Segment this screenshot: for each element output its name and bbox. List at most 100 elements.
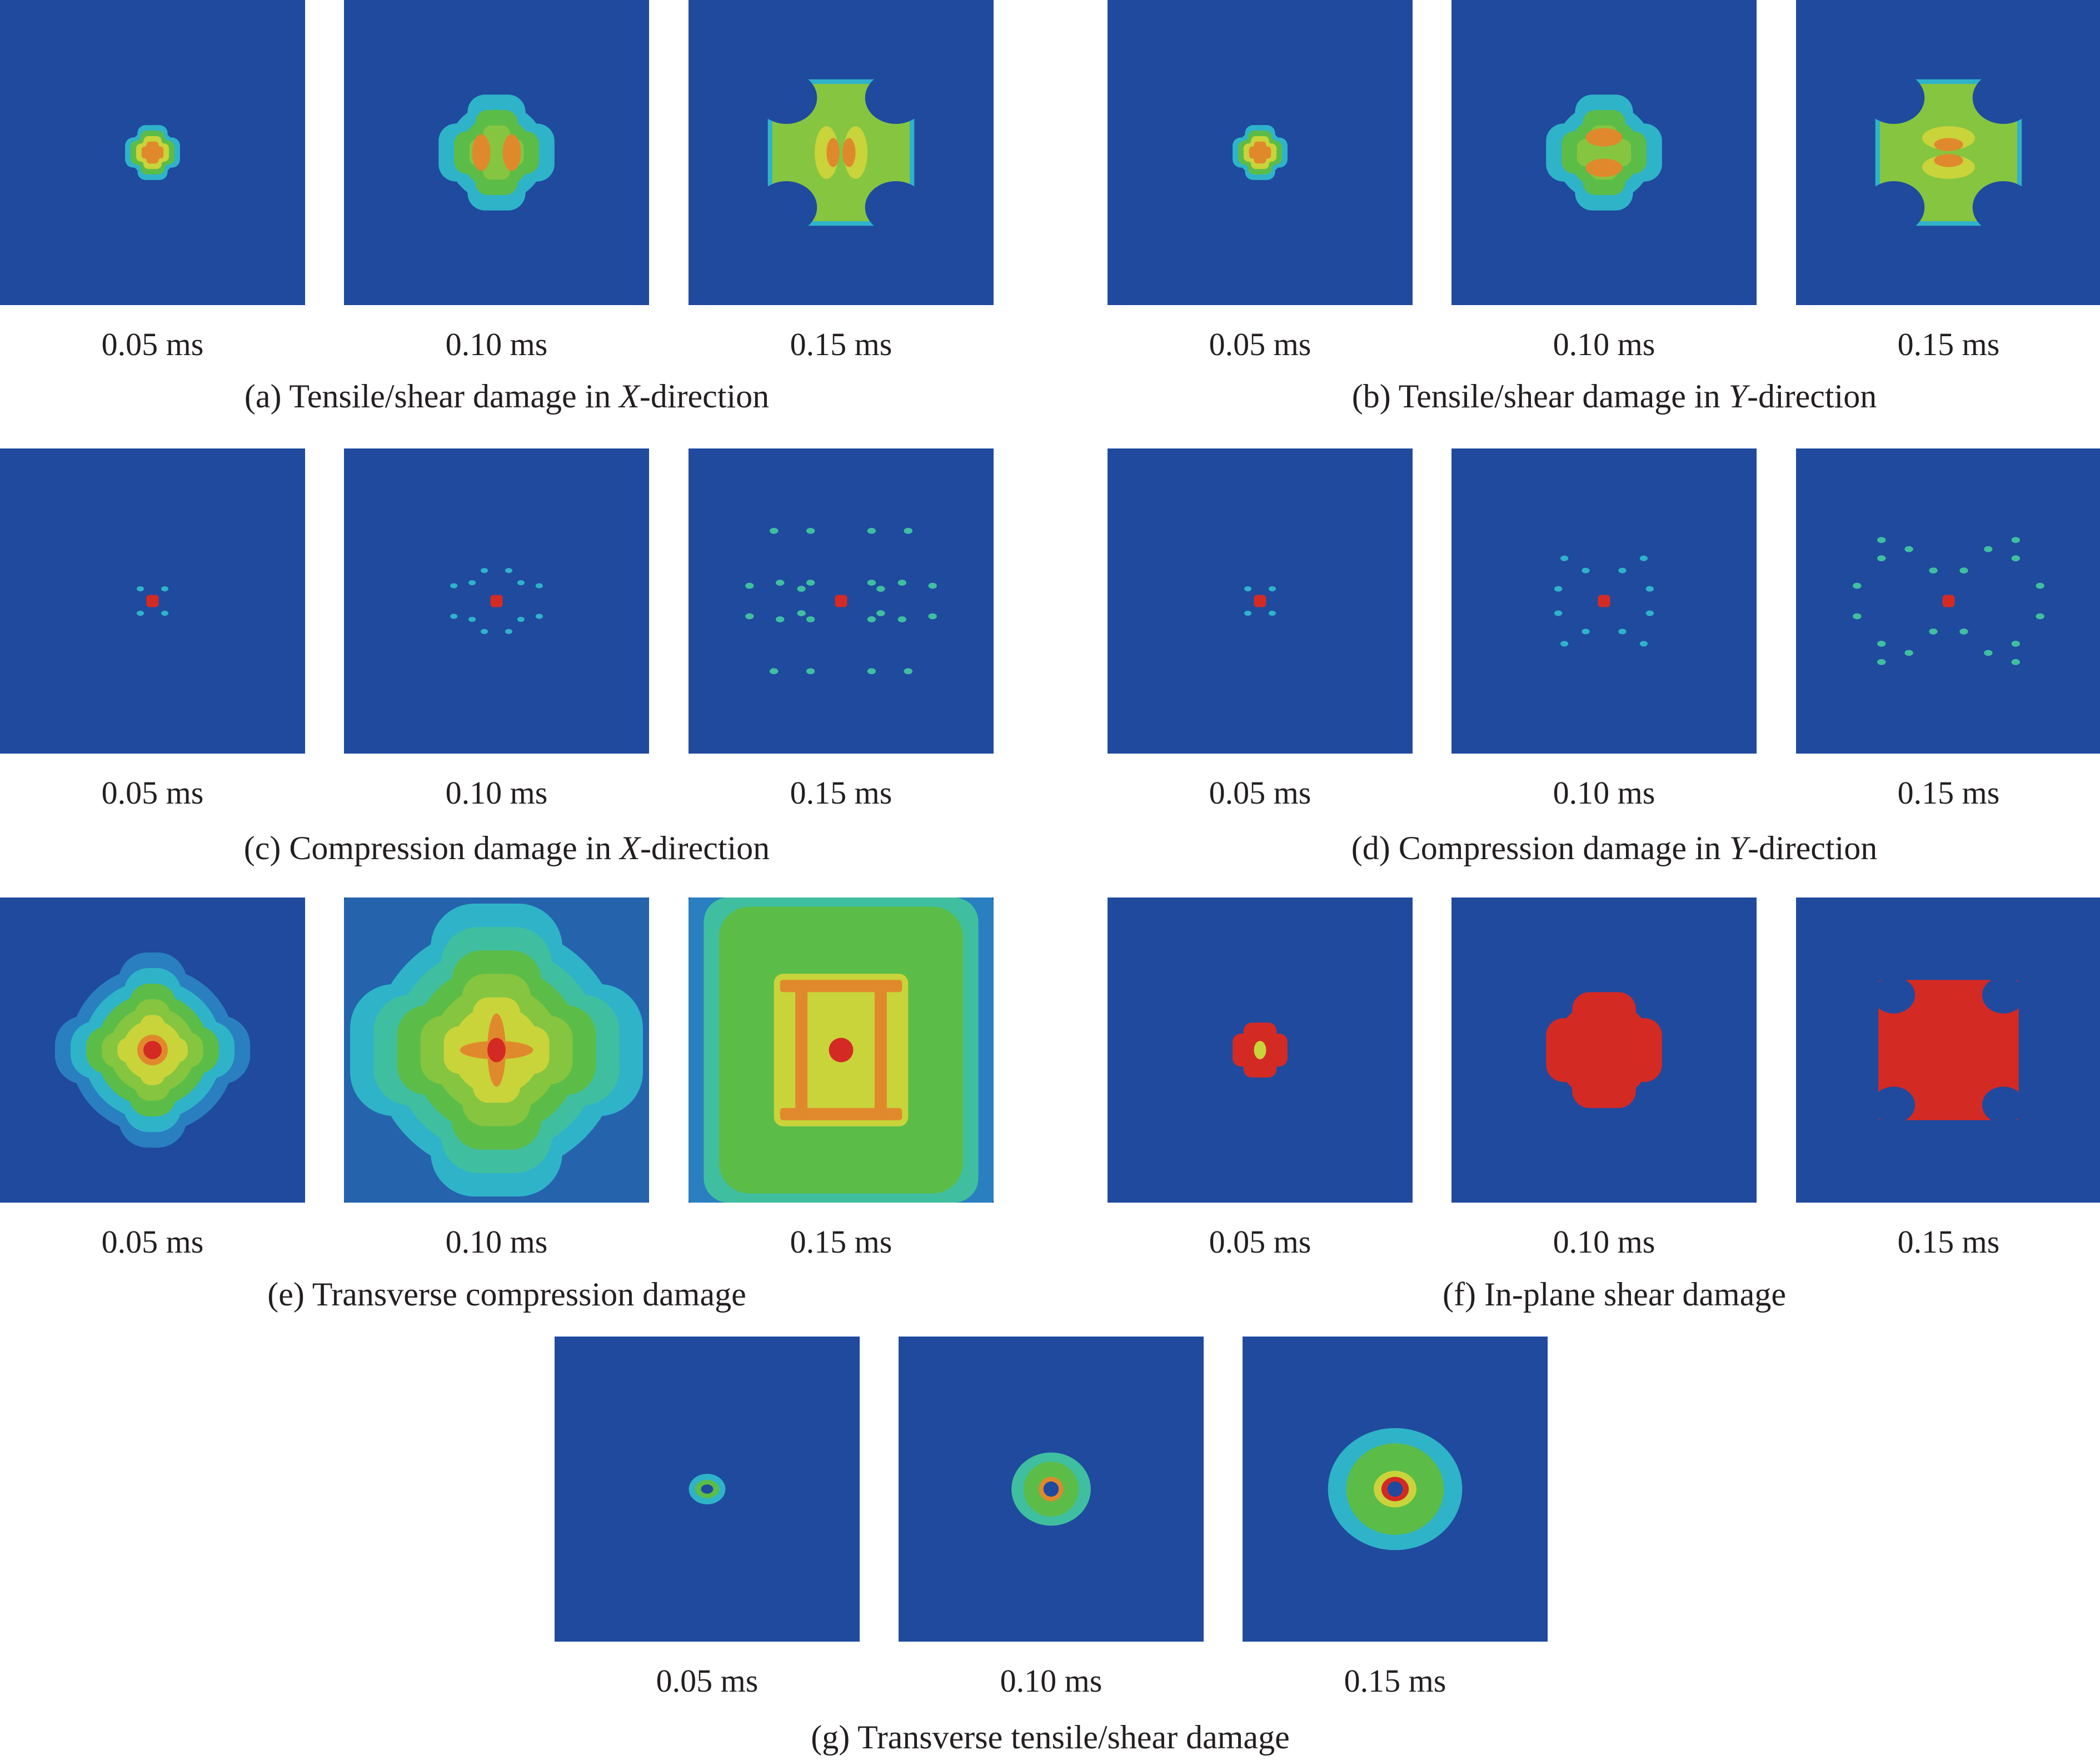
caption-post: -direction <box>1748 830 1878 866</box>
damage-spot <box>797 610 806 616</box>
caption-pre: (d) Compression damage in <box>1351 830 1729 866</box>
damage-spot <box>480 629 488 635</box>
damage-spot <box>136 586 144 592</box>
damage-spot <box>468 580 476 586</box>
damage-spot <box>517 616 525 622</box>
damage-spot <box>806 668 815 675</box>
damage-spot <box>745 582 754 589</box>
damage-spot <box>2011 537 2020 544</box>
time-label: 0.05 ms <box>1209 1224 1311 1260</box>
undamaged-corner <box>1863 181 1925 234</box>
damage-region <box>1585 158 1623 177</box>
contour-plot-f-1 <box>1108 898 1413 1203</box>
damage-spot <box>1268 586 1276 592</box>
contour-plot-c-3 <box>689 448 994 754</box>
time-label: 0.15 ms <box>790 775 892 811</box>
damage-contour <box>745 527 937 675</box>
undamaged-corner <box>1872 1086 1916 1124</box>
damage-region <box>1043 1481 1059 1497</box>
damage-spot <box>1560 555 1569 561</box>
contour-plot-a-1 <box>0 0 305 305</box>
damage-region <box>1554 1000 1654 1100</box>
contour-plot-d-3 <box>1796 448 2100 754</box>
damage-region <box>1934 138 1963 151</box>
damage-region <box>780 980 902 993</box>
damage-spot <box>806 527 815 534</box>
damage-spot <box>1645 586 1654 592</box>
time-label: 0.10 ms <box>1553 1224 1655 1260</box>
damage-region <box>143 1041 162 1059</box>
damage-contour <box>1863 71 2034 234</box>
time-label: 0.05 ms <box>656 1663 759 1699</box>
caption-post: -direction <box>639 378 770 415</box>
caption-pre: (c) Compression damage in <box>243 830 620 866</box>
damage-contour <box>1328 1428 1463 1550</box>
time-label: 0.05 ms <box>1209 775 1311 811</box>
caption-c: (c) Compression damage in X-direction <box>0 828 1063 868</box>
damage-contour <box>1011 1452 1091 1526</box>
time-label: 0.05 ms <box>101 775 204 811</box>
damage-region <box>1878 980 2019 1120</box>
damage-spot <box>745 613 754 620</box>
damage-spot <box>2011 659 2020 665</box>
damage-region <box>1254 595 1266 607</box>
damage-spot <box>770 527 779 534</box>
time-label: 0.10 ms <box>445 326 548 362</box>
time-label: 0.10 ms <box>445 775 548 811</box>
damage-spot <box>928 582 937 589</box>
damage-spot <box>517 580 525 586</box>
damage-spot <box>1244 586 1252 592</box>
contour-plot-e-3 <box>689 898 994 1203</box>
contour-plot-c-1 <box>0 448 305 754</box>
damage-contour <box>1546 992 1662 1108</box>
undamaged-corner <box>1872 976 1916 1014</box>
damage-spot <box>867 580 876 586</box>
damage-spot <box>867 668 876 675</box>
damage-region <box>780 1108 902 1120</box>
damage-spot <box>1582 567 1590 574</box>
damage-contour <box>1546 94 1662 211</box>
damage-contour <box>136 586 169 616</box>
damage-spot <box>1639 641 1648 647</box>
damage-spot <box>1959 629 1968 635</box>
damage-region <box>1942 595 1955 607</box>
damage-spot <box>904 527 912 534</box>
damage-spot <box>1560 641 1569 647</box>
damage-contour <box>755 71 927 234</box>
damage-contour <box>1853 537 2044 665</box>
damage-spot <box>770 668 779 675</box>
time-label: 0.15 ms <box>790 1224 892 1260</box>
undamaged-corner <box>865 71 927 124</box>
time-label: 0.10 ms <box>445 1224 548 1260</box>
caption-em: X <box>620 830 640 866</box>
damage-spot <box>2011 640 2020 647</box>
damage-spot <box>1984 650 1993 656</box>
damage-contour <box>438 94 555 211</box>
damage-contour <box>1554 555 1654 647</box>
damage-contour <box>1233 125 1288 180</box>
damage-region <box>1250 143 1270 162</box>
damage-spot <box>450 583 458 589</box>
damage-spot <box>1877 537 1886 544</box>
damage-spot <box>904 668 912 675</box>
contour-plot-b-3 <box>1796 0 2100 305</box>
damage-region <box>1879 83 2018 222</box>
damage-spot <box>2036 613 2044 620</box>
contour-plot-f-3 <box>1796 898 2100 1203</box>
contour-plot-c-2 <box>344 448 649 754</box>
damage-region <box>143 143 162 162</box>
damage-region <box>835 595 847 607</box>
undamaged-corner <box>1972 181 2034 234</box>
time-label: 0.15 ms <box>1344 1663 1446 1699</box>
damage-spot <box>161 610 169 616</box>
damage-spot <box>776 616 785 622</box>
damage-region <box>472 134 491 171</box>
damage-contour <box>54 952 251 1148</box>
damage-spot <box>161 586 169 592</box>
damage-spot <box>1877 659 1886 665</box>
damage-region <box>1598 595 1610 607</box>
damage-spot <box>1853 582 1862 589</box>
damage-spot <box>1639 555 1648 561</box>
damage-spot <box>468 616 476 622</box>
undamaged-corner <box>865 181 927 234</box>
